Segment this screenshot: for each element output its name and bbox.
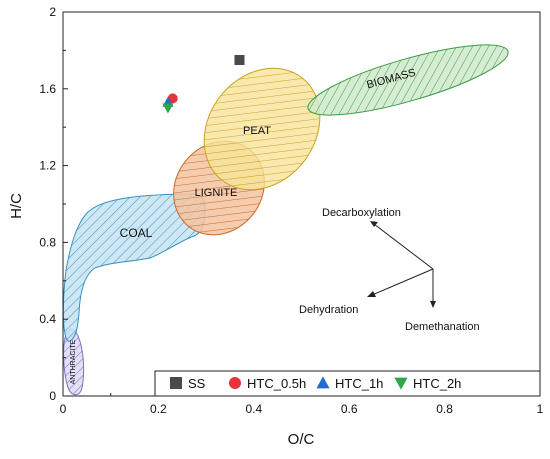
- arrow-dehydration: [371, 268, 434, 296]
- annotation-labels: Decarboxylation Dehydration Demethanatio…: [299, 207, 480, 333]
- region-anthracite-hatch: [63, 329, 84, 395]
- region-label-coal: COAL: [120, 226, 153, 240]
- x-tick-label: 0.6: [341, 402, 358, 416]
- legend-marker-htc-1h: [316, 376, 330, 389]
- arrowhead-demethanation: [430, 301, 436, 308]
- legend-items: SS HTC_0.5h HTC_1h HTC_2h: [170, 376, 461, 391]
- legend-marker-htc-2h: [394, 377, 408, 390]
- y-tick-label: 0: [49, 389, 56, 403]
- x-tick-label: 1: [537, 402, 544, 416]
- legend-label: HTC_2h: [413, 376, 461, 391]
- legend-box: [154, 370, 541, 397]
- y-tick-label: 0.8: [39, 235, 56, 249]
- x-tick-label: 0: [60, 402, 67, 416]
- y-tick-label: 0.4: [39, 312, 56, 326]
- annotation-dehydration: Dehydration: [299, 304, 358, 316]
- legend-marker-htc-0-5h: [229, 377, 241, 389]
- annotation-demethanation: Demethanation: [405, 321, 480, 333]
- x-tick-label: 0.8: [436, 402, 453, 416]
- y-tick-label: 2: [49, 5, 56, 19]
- arrowhead-decarboxylation: [370, 221, 378, 227]
- region-coal-hatch: [63, 194, 206, 342]
- legend-label: HTC_1h: [335, 376, 383, 391]
- y-axis-ticks: 0 0.4 0.8 1.2 1.6 2: [39, 5, 68, 403]
- legend-marker-ss: [170, 377, 182, 389]
- annotation-decarboxylation: Decarboxylation: [322, 207, 401, 219]
- legend-label: SS: [188, 376, 206, 391]
- arrowhead-dehydration: [367, 291, 376, 297]
- region-biomass-hatch: [307, 44, 509, 116]
- region-label-peat: PEAT: [243, 125, 271, 137]
- legend: SS HTC_0.5h HTC_1h HTC_2h: [154, 370, 541, 397]
- data-points: [162, 55, 245, 114]
- regions: [62, 44, 509, 396]
- y-tick-label: 1.6: [39, 82, 56, 96]
- y-axis-label: H/C: [8, 193, 25, 219]
- x-axis-label: O/C: [288, 431, 315, 448]
- x-tick-label: 0.4: [245, 402, 262, 416]
- region-labels: BIOMASS PEAT LIGNITE COAL ANTHRACITE: [70, 67, 417, 385]
- data-point-ss: [234, 55, 245, 65]
- arrow-decarboxylation: [373, 223, 434, 270]
- y-tick-label: 1.2: [39, 159, 56, 173]
- region-label-anthracite: ANTHRACITE: [70, 339, 77, 384]
- x-tick-label: 0.2: [150, 402, 167, 416]
- legend-label: HTC_0.5h: [247, 376, 306, 391]
- annotation-arrows: [367, 221, 436, 308]
- region-peat-hatch: [204, 68, 320, 190]
- data-point-htc-2h: [162, 103, 174, 114]
- region-label-lignite: LIGNITE: [195, 187, 238, 199]
